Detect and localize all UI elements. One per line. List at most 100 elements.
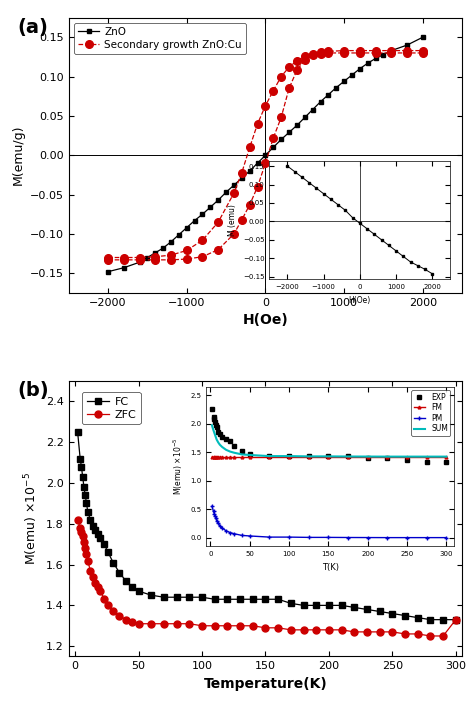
ZFC <box>339 625 345 634</box>
FC <box>129 583 135 591</box>
ZFC <box>390 628 395 636</box>
ZFC <box>110 607 116 616</box>
ZnO <box>420 33 426 41</box>
ZFC <box>288 625 294 634</box>
ZFC <box>377 628 383 636</box>
ZFC <box>351 628 357 636</box>
ZFC <box>105 601 111 609</box>
ZnO <box>318 98 323 106</box>
ZFC <box>326 625 332 634</box>
Secondary growth ZnO:Cu <box>215 218 221 226</box>
FC <box>80 472 85 481</box>
FC <box>148 591 154 600</box>
ZnO <box>145 253 150 262</box>
ZnO <box>255 159 260 167</box>
ZnO <box>404 41 410 49</box>
ZnO <box>357 65 363 73</box>
Secondary growth ZnO:Cu <box>105 253 111 262</box>
Text: (b): (b) <box>18 381 49 400</box>
Secondary growth ZnO:Cu <box>263 102 268 110</box>
FC <box>288 599 294 607</box>
FC <box>351 603 357 611</box>
FC <box>123 576 128 585</box>
ZnO <box>239 174 245 183</box>
ZFC <box>186 620 192 628</box>
FC <box>98 534 103 542</box>
Secondary growth ZnO:Cu <box>302 52 308 60</box>
Secondary growth ZnO:Cu <box>389 46 394 55</box>
ZFC <box>136 620 141 628</box>
Secondary growth ZnO:Cu <box>310 50 316 58</box>
FC <box>301 601 306 609</box>
FC <box>364 605 370 614</box>
Y-axis label: M(emu/g): M(emu/g) <box>11 125 24 185</box>
ZnO <box>231 181 237 190</box>
FC <box>136 587 141 595</box>
FC <box>95 530 101 538</box>
ZnO <box>247 167 253 176</box>
FC <box>237 595 243 604</box>
ZFC <box>415 630 420 638</box>
ZFC <box>440 632 446 640</box>
ZnO <box>200 210 205 218</box>
Secondary growth ZnO:Cu <box>200 236 205 244</box>
ZFC <box>85 556 91 564</box>
FC <box>326 601 332 609</box>
ZnO <box>168 237 174 246</box>
ZFC <box>75 515 81 524</box>
FC <box>88 515 93 524</box>
FC <box>199 593 205 602</box>
X-axis label: Temperature(K): Temperature(K) <box>203 677 328 691</box>
ZFC <box>83 550 89 559</box>
ZnO <box>349 71 355 79</box>
ZFC <box>92 578 98 587</box>
ZnO <box>389 46 394 55</box>
FC <box>90 522 96 530</box>
Secondary growth ZnO:Cu <box>318 48 323 56</box>
ZFC <box>90 573 96 581</box>
Secondary growth ZnO:Cu <box>168 251 174 259</box>
FC <box>377 607 383 616</box>
ZnO <box>286 128 292 137</box>
FC <box>77 454 83 463</box>
Line: ZnO: ZnO <box>106 35 425 274</box>
ZFC <box>79 528 84 536</box>
Secondary growth ZnO:Cu <box>286 63 292 72</box>
FC <box>83 499 89 508</box>
ZFC <box>428 632 433 640</box>
ZnO <box>137 258 142 267</box>
ZnO <box>302 113 308 121</box>
Secondary growth ZnO:Cu <box>255 119 260 128</box>
FC <box>313 601 319 609</box>
FC <box>82 491 88 499</box>
ZFC <box>129 618 135 626</box>
ZnO <box>326 91 331 99</box>
ZFC <box>275 623 281 632</box>
Secondary growth ZnO:Cu <box>278 72 284 81</box>
Secondary growth ZnO:Cu <box>239 168 245 177</box>
FC <box>174 593 180 602</box>
FC <box>225 595 230 604</box>
Secondary growth ZnO:Cu <box>184 246 190 255</box>
ZFC <box>174 620 180 628</box>
FC <box>339 601 345 609</box>
ZFC <box>77 524 83 532</box>
FC <box>275 595 281 604</box>
ZFC <box>237 621 243 630</box>
ZFC <box>313 625 319 634</box>
Secondary growth ZnO:Cu <box>153 253 158 261</box>
ZnO <box>160 244 166 252</box>
ZFC <box>98 587 103 595</box>
ZFC <box>82 544 88 552</box>
Secondary growth ZnO:Cu <box>404 46 410 55</box>
Y-axis label: M(emu) $\times 10^{-5}$: M(emu) $\times 10^{-5}$ <box>23 472 40 565</box>
ZFC <box>250 621 255 630</box>
ZFC <box>364 628 370 636</box>
FC <box>79 463 84 471</box>
FC <box>402 611 408 620</box>
FC <box>117 569 122 577</box>
ZnO <box>381 51 386 59</box>
Secondary growth ZnO:Cu <box>357 46 363 55</box>
FC <box>428 616 433 624</box>
ZFC <box>88 567 93 575</box>
